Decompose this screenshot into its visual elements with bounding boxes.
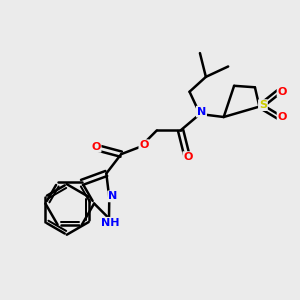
Text: O: O [278,112,287,122]
Text: O: O [91,142,101,152]
Text: O: O [183,152,193,162]
Text: S: S [259,100,267,110]
Text: N: N [197,107,206,117]
Text: O: O [140,140,149,150]
Text: O: O [278,87,287,97]
Text: N: N [108,191,118,201]
Text: NH: NH [101,218,120,228]
